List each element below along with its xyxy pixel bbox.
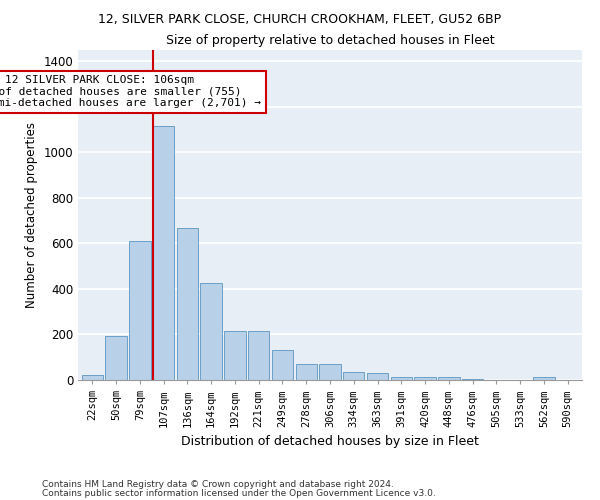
Text: 12, SILVER PARK CLOSE, CHURCH CROOKHAM, FLEET, GU52 6BP: 12, SILVER PARK CLOSE, CHURCH CROOKHAM, … — [98, 12, 502, 26]
Bar — [224, 331, 245, 380]
Text: Contains HM Land Registry data © Crown copyright and database right 2024.: Contains HM Land Registry data © Crown c… — [42, 480, 394, 489]
Y-axis label: Number of detached properties: Number of detached properties — [25, 122, 38, 308]
Bar — [319, 364, 341, 380]
Bar — [272, 350, 293, 380]
Text: 12 SILVER PARK CLOSE: 106sqm
← 22% of detached houses are smaller (755)
78% of s: 12 SILVER PARK CLOSE: 106sqm ← 22% of de… — [0, 75, 262, 108]
Bar — [129, 241, 151, 380]
Bar — [296, 364, 317, 380]
Bar — [82, 376, 103, 380]
Bar — [533, 376, 554, 380]
X-axis label: Distribution of detached houses by size in Fleet: Distribution of detached houses by size … — [181, 435, 479, 448]
Bar — [438, 378, 460, 380]
Bar — [106, 336, 127, 380]
Bar — [391, 376, 412, 380]
Title: Size of property relative to detached houses in Fleet: Size of property relative to detached ho… — [166, 34, 494, 48]
Bar — [200, 284, 222, 380]
Bar — [415, 376, 436, 380]
Bar — [367, 373, 388, 380]
Bar — [343, 372, 364, 380]
Bar — [153, 126, 174, 380]
Bar — [462, 379, 484, 380]
Text: Contains public sector information licensed under the Open Government Licence v3: Contains public sector information licen… — [42, 488, 436, 498]
Bar — [248, 331, 269, 380]
Bar — [176, 228, 198, 380]
